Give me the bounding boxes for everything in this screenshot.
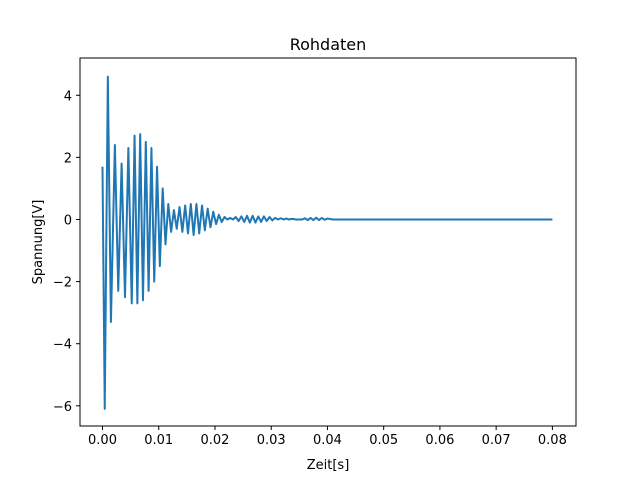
x-tick-label: 0.01 [144,433,173,448]
x-tick-label: 0.05 [369,433,398,448]
y-axis-ticks: −6 −4 −2 0 2 4 [53,89,80,415]
plot-area [79,57,577,427]
chart-title: Rohdaten [290,35,367,54]
y-tick-label: −4 [53,338,72,353]
series-line-0 [101,75,553,410]
x-tick-label: 0.00 [88,433,117,448]
x-axis-label: Zeit[s] [307,458,350,473]
x-tick-label: 0.04 [313,433,342,448]
axes-frame [79,57,577,427]
x-tick-label: 0.02 [200,433,229,448]
y-tick-label: 4 [64,89,72,104]
y-tick-label: 2 [64,151,72,166]
x-tick-label: 0.03 [257,433,286,448]
x-tick-label: 0.06 [425,433,454,448]
y-tick-label: 0 [64,213,72,228]
x-tick-label: 0.08 [538,433,567,448]
y-tick-label: −6 [53,400,72,415]
y-tick-label: −2 [53,276,72,291]
data-line-layer [101,75,553,410]
x-axis-ticks: 0.00 0.01 0.02 0.03 0.04 0.05 0.06 0.07 0.08 [88,426,567,448]
x-tick-label: 0.07 [482,433,511,448]
y-axis-label: Spannung[V] [31,200,46,285]
